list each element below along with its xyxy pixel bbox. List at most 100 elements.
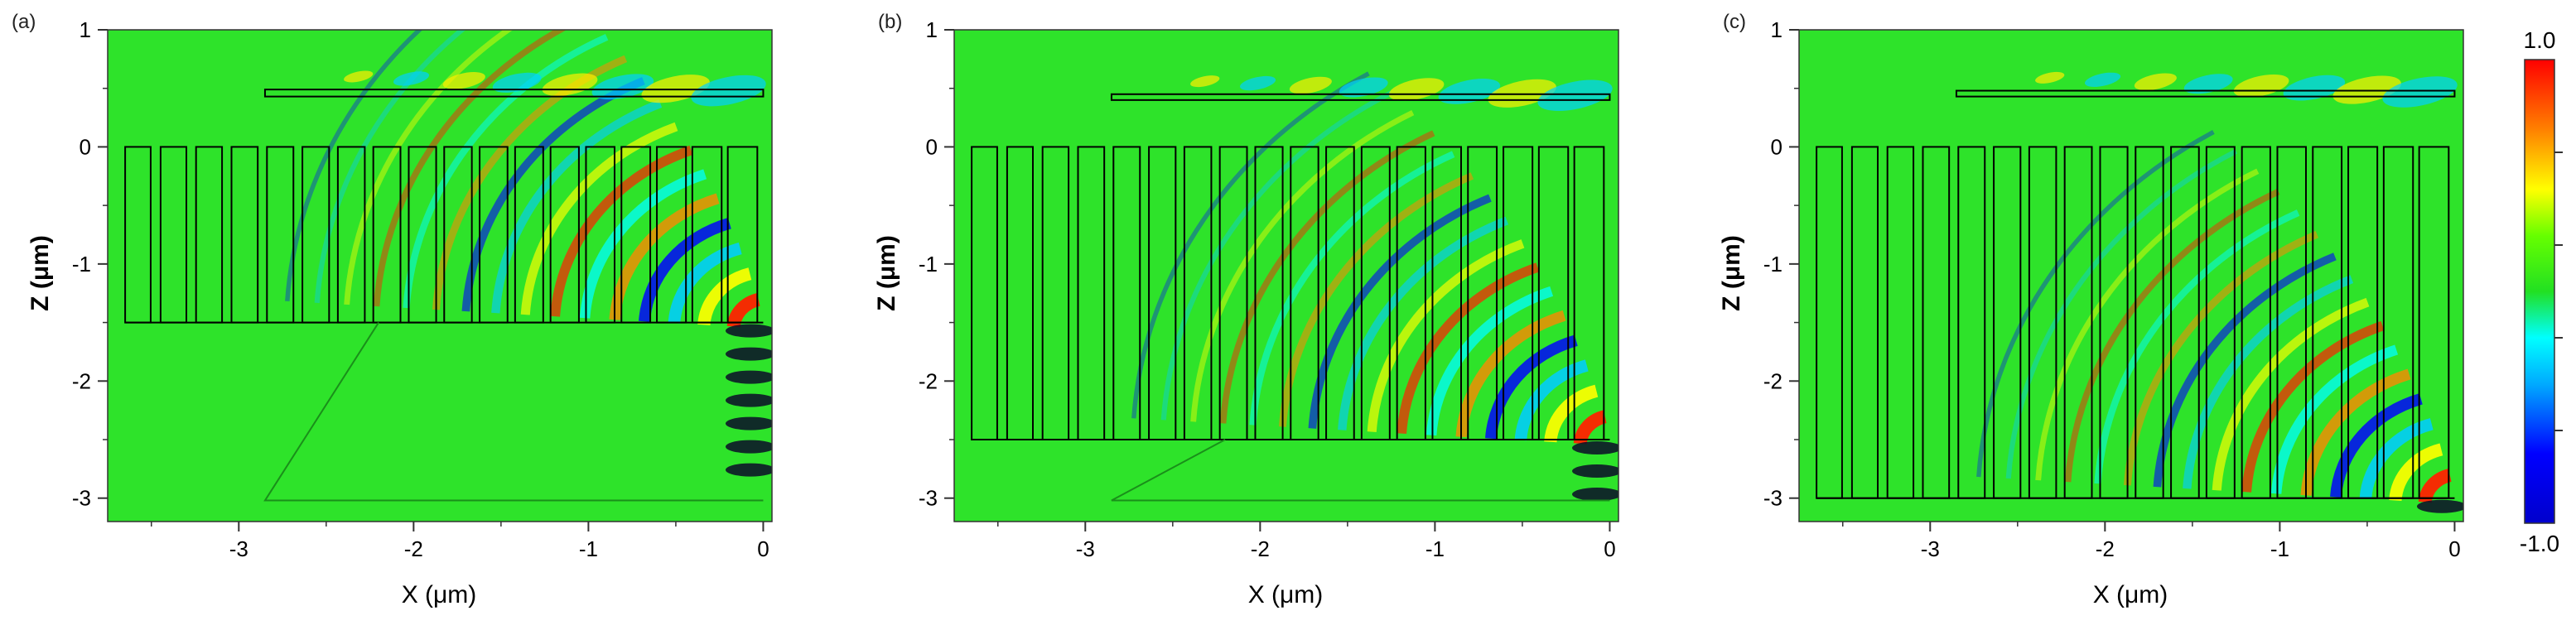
- x-tick-label: 0: [1604, 536, 1615, 561]
- field-core-band: [726, 324, 772, 338]
- y-tick-label: 0: [1771, 134, 1782, 159]
- field-core-band: [2417, 499, 2463, 513]
- field-pattern: [285, 30, 772, 477]
- x-axis-label: X (μm): [1248, 581, 1324, 608]
- radiated-beam-lobe: [393, 71, 430, 86]
- colorbar-ticks: [2554, 151, 2563, 431]
- field-fringe: [639, 218, 731, 322]
- radiated-beam-lobe: [2382, 76, 2458, 108]
- radiated-beam-lobe: [2084, 72, 2121, 87]
- field-core-band: [1572, 441, 1618, 454]
- y-tick-label: -2: [1763, 368, 1782, 393]
- radiated-beam-lobe: [1339, 77, 1388, 98]
- x-tick-label: -1: [1425, 536, 1445, 561]
- axes: -3 -2 -1 0 1 0 -1 -2 -3: [1763, 17, 2464, 561]
- field-core-band: [1572, 488, 1618, 501]
- colorbar-max-label: 1.0: [2524, 27, 2556, 53]
- field-fringe: [1160, 90, 1393, 421]
- waveguide-slab: [1110, 93, 1611, 101]
- field-fringe: [1976, 130, 2215, 478]
- radiated-beam-lobe: [2134, 73, 2177, 91]
- field-fringe: [2300, 368, 2411, 496]
- field-fringe: [2241, 320, 2385, 493]
- field-fringe: [2389, 443, 2443, 502]
- radiated-beam-lobe: [691, 75, 766, 107]
- y-tick-label: -3: [1763, 486, 1782, 511]
- radiated-beam-lobe: [1239, 75, 1276, 91]
- field-fringe: [1338, 216, 1509, 430]
- field-fringe: [2123, 230, 2319, 486]
- panel-label: (c): [1723, 11, 1746, 33]
- x-axis-label: X (μm): [402, 581, 477, 608]
- field-fringe: [2005, 148, 2238, 479]
- x-tick-label: -2: [404, 536, 423, 561]
- x-tick-label: -3: [229, 536, 248, 561]
- x-tick-label: -1: [2270, 536, 2289, 561]
- field-fringe: [2064, 189, 2280, 483]
- grating-outline: [971, 93, 1611, 502]
- x-axis-label: X (μm): [2093, 581, 2168, 608]
- radiated-beam-lobe: [2035, 71, 2065, 84]
- colorbar-min-label: -1.0: [2520, 531, 2559, 556]
- radiated-beam-lobe: [442, 72, 485, 89]
- field-fringe: [491, 99, 663, 314]
- field-fringe: [1367, 239, 1525, 432]
- axes: -3 -2 -1 0 1 0 -1 -2 -3: [919, 17, 1619, 561]
- y-tick-label: 1: [926, 17, 938, 42]
- x-tick-label: -3: [1076, 536, 1095, 561]
- y-axis-label: Z (μm): [27, 235, 54, 311]
- field-fringe: [2212, 297, 2370, 491]
- field-fringe: [1544, 384, 1599, 443]
- y-tick-label: 0: [926, 134, 938, 159]
- y-tick-label: 1: [1771, 17, 1782, 42]
- field-fringe: [2094, 209, 2300, 484]
- y-tick-label: 1: [80, 17, 91, 42]
- y-tick-label: -3: [72, 486, 91, 511]
- y-tick-label: -3: [919, 486, 938, 511]
- lower-layer-outline: [1111, 439, 1610, 502]
- radiated-beam-lobe: [1537, 79, 1613, 112]
- grating-outline: [1816, 89, 2456, 499]
- field-core-band: [726, 463, 772, 477]
- field-fringe: [1455, 310, 1566, 438]
- lower-layer-outline: [263, 322, 764, 502]
- x-tick-label: -2: [2096, 536, 2115, 561]
- field-fringe: [314, 30, 466, 304]
- plot-frame: [107, 29, 773, 522]
- radiated-beam-lobe: [591, 74, 654, 100]
- axes: -3 -2 -1 0 1 0 -1 -2 -3: [72, 17, 773, 561]
- field-fringe: [344, 30, 514, 305]
- y-tick-label: -2: [72, 368, 91, 393]
- panel-label: (a): [12, 11, 36, 33]
- field-fringe: [285, 30, 423, 302]
- y-tick-label: -1: [72, 252, 91, 277]
- plot-frame: [1798, 29, 2464, 522]
- radiated-beam-lobe: [344, 70, 374, 83]
- waveguide-slab: [263, 89, 765, 98]
- y-tick-label: -1: [919, 252, 938, 277]
- field-core-band: [726, 370, 772, 384]
- colorbar: 1.0 -1.0: [2520, 27, 2563, 556]
- radiated-beam-lobe: [1289, 76, 1332, 94]
- x-tick-label: -1: [579, 536, 598, 561]
- y-axis-label: Z (μm): [1718, 235, 1745, 311]
- field-fringe: [2330, 393, 2423, 498]
- waveguide-slab: [1955, 89, 2456, 98]
- field-fringe: [1249, 151, 1455, 426]
- field-fringe: [1190, 109, 1415, 422]
- field-fringe: [2183, 275, 2354, 489]
- y-axis-label: Z (μm): [873, 235, 900, 311]
- y-tick-label: -1: [1763, 252, 1782, 277]
- radiated-beam-lobe: [2183, 74, 2233, 94]
- panel-a: (a) -3 -2 -1 0 1 0 -1 -2 -3 Z (μm) X (μm): [12, 11, 773, 608]
- field-fringe: [697, 267, 752, 326]
- y-tick-label: -2: [919, 368, 938, 393]
- panel-c: (c) -3 -2 -1 0 1 0 -1 -2 -3 Z (μm) X (μm): [1718, 11, 2464, 608]
- field-fringe: [1397, 262, 1540, 435]
- field-core-band: [726, 347, 772, 361]
- field-fringe: [373, 30, 567, 307]
- grating-outline: [124, 89, 765, 502]
- x-tick-label: -2: [1251, 536, 1270, 561]
- field-fringe: [1485, 334, 1578, 440]
